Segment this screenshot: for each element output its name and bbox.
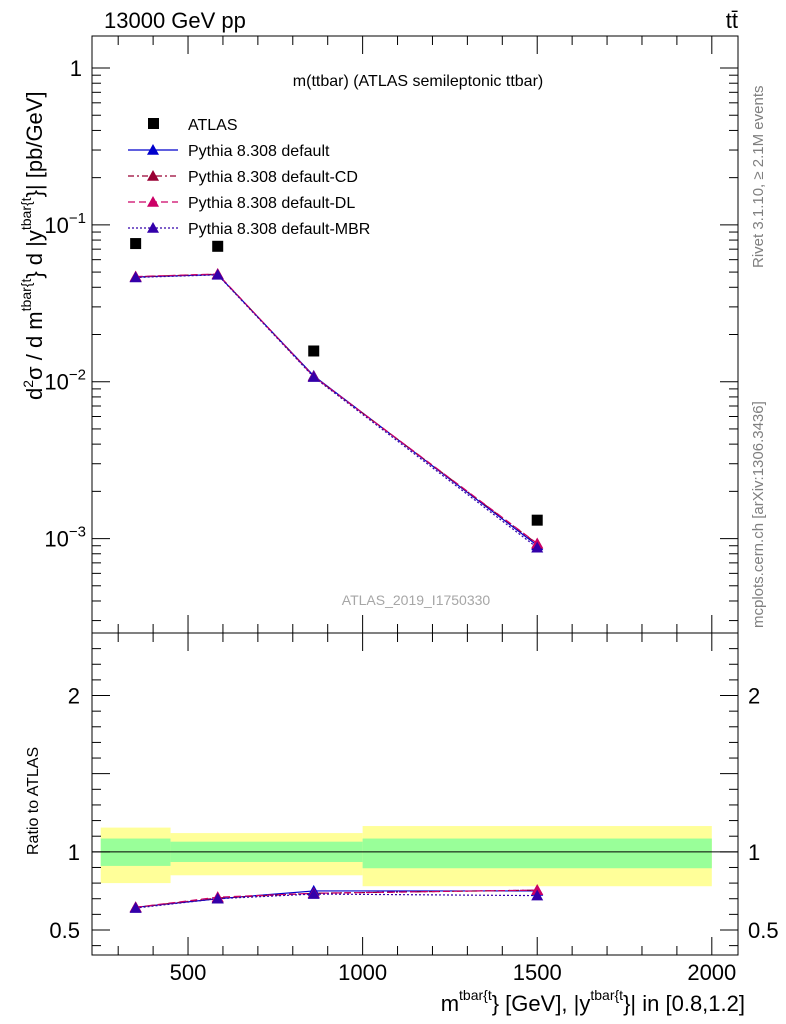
ratio-line-default_mbr xyxy=(135,893,538,909)
ratio-axes: 0.5 0.5 1 1 2 2 500 1000 1500 2000 xyxy=(49,633,779,985)
marker-default_mbr xyxy=(531,541,544,553)
ylabel-sq: 2 xyxy=(20,380,36,388)
legend-marker-default xyxy=(147,144,159,155)
y-tick-label: 10−2 xyxy=(44,367,86,395)
analysis-watermark: ATLAS_2019_I1750330 xyxy=(342,592,491,608)
ylabel-sup1: tbar{t xyxy=(18,279,34,312)
ratio-y-tick-label: 1 xyxy=(68,840,80,865)
legend-marker-default_dl xyxy=(147,196,159,207)
x-tick-label: 1000 xyxy=(338,960,387,985)
ylabel-d: d xyxy=(22,388,47,400)
main-plot-area xyxy=(129,238,544,553)
marker-default_mbr xyxy=(211,268,224,280)
x-tick-label: 2000 xyxy=(687,960,736,985)
ratio-panel: 0.5 0.5 1 1 2 2 500 1000 1500 2000 Ratio to ATLAS… xyxy=(25,632,779,1016)
main-y-axis-label: d2σ / d mtbar{t} d |ytbar{t}| [pb/GeV] xyxy=(18,91,47,400)
ratio-marker-default_mbr xyxy=(211,892,224,904)
y-tick-label: 10−3 xyxy=(44,524,86,552)
ratio-y-axis-label: Ratio to ATLAS xyxy=(25,747,42,855)
atlas-point xyxy=(130,238,142,250)
ylabel-sup2: tbar{t xyxy=(18,197,34,230)
legend: ATLAS Pythia 8.308 default Pythia 8.308 de… xyxy=(128,117,370,238)
ratio-frame xyxy=(91,632,739,956)
xlabel-mid: } [GeV], |y xyxy=(492,991,591,1016)
legend-marker-atlas xyxy=(148,118,159,129)
ratio-marker-default_mbr xyxy=(307,888,320,899)
main-axes: 1 10−1 10−2 10−3 xyxy=(44,36,738,633)
ratio-y-tick-label-right: 0.5 xyxy=(748,918,779,943)
ylabel-end: }| [pb/GeV] xyxy=(22,91,47,197)
series-line-default_mbr xyxy=(135,274,538,549)
marker-default_mbr xyxy=(129,271,142,283)
rivet-label: Rivet 3.1.10, ≥ 2.1M events xyxy=(750,86,767,269)
atlas-point xyxy=(212,240,224,252)
ratio-y-tick-label: 2 xyxy=(68,684,80,709)
legend-marker-default_cd xyxy=(147,170,159,181)
ratio-y-tick-label-right: 2 xyxy=(748,684,760,709)
x-tick-label: 1500 xyxy=(513,960,562,985)
x-tick-label: 500 xyxy=(170,960,207,985)
ratio-plot-area xyxy=(92,826,738,913)
ylabel-mid: } d |y xyxy=(22,230,47,279)
ylabel-sigma: σ / d m xyxy=(22,311,47,380)
y-tick-label: 10−1 xyxy=(44,210,86,238)
xlabel-end: }| in [0.8,1.2] xyxy=(623,991,745,1016)
main-panel: 1 10−1 10−2 10−3 m(ttbar) (ATLAS semilepton… xyxy=(18,35,739,634)
ratio-marker-default_mbr xyxy=(531,889,544,901)
uncertainty-band-inner xyxy=(362,838,712,869)
legend-marker-default_mbr xyxy=(147,222,159,233)
energy-label: 13000 GeV pp xyxy=(104,8,246,33)
xlabel-m: m xyxy=(441,991,459,1016)
mcplots-label: mcplots.cern.ch [arXiv:1306.3436] xyxy=(750,401,767,628)
ratio-line-default_dl xyxy=(135,889,538,908)
legend-label: ATLAS xyxy=(188,117,238,134)
ratio-y-tick-label: 0.5 xyxy=(49,918,80,943)
legend-label: Pythia 8.308 default-MBR xyxy=(188,221,370,238)
legend-label: Pythia 8.308 default-CD xyxy=(188,169,358,186)
atlas-point xyxy=(308,345,320,357)
atlas-point xyxy=(531,514,543,526)
y-tick-label: 1 xyxy=(70,56,82,81)
xlabel-sup1: tbar{t xyxy=(459,987,492,1003)
ratio-y-tick-label-right: 1 xyxy=(748,840,760,865)
legend-label: Pythia 8.308 default-DL xyxy=(188,195,355,212)
marker-default_mbr xyxy=(307,371,320,382)
xlabel-sup2: tbar{t xyxy=(590,987,623,1003)
legend-label: Pythia 8.308 default xyxy=(188,143,330,160)
series-line-default_dl xyxy=(135,273,538,544)
series-line-default_cd xyxy=(135,273,538,545)
process-label: tt̄ xyxy=(726,8,738,33)
ratio-marker-default_mbr xyxy=(129,902,142,913)
ratio-marker-default_dl xyxy=(531,884,544,895)
main-title: m(ttbar) (ATLAS semileptonic ttbar) xyxy=(293,73,543,90)
series-line-default xyxy=(135,273,538,546)
x-axis-label: mtbar{t} [GeV], |ytbar{t}| in [0.8,1.2] xyxy=(441,987,745,1016)
